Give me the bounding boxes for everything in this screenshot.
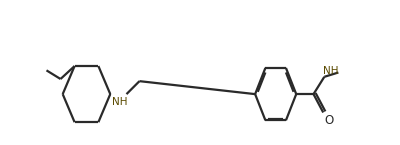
Text: NH: NH	[112, 97, 128, 107]
Text: O: O	[324, 114, 334, 127]
Text: NH: NH	[323, 66, 339, 76]
